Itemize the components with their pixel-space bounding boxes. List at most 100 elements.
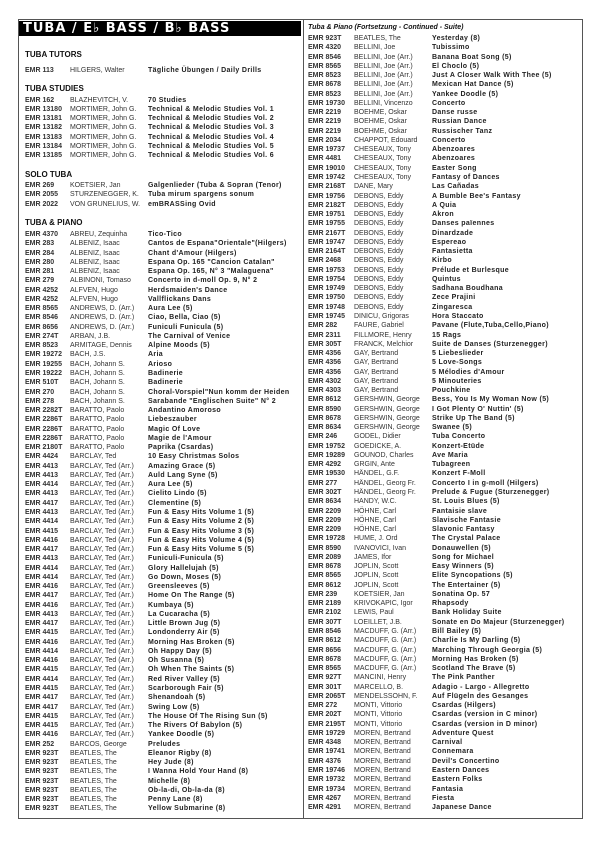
catalog-number: EMR 2286T bbox=[25, 416, 63, 424]
catalog-row: EMR 510T BACH, Johann S. Badinerie bbox=[19, 378, 303, 387]
work-title: Csardas (Hilgers) bbox=[432, 702, 496, 710]
composer: JOPLIN, Scott bbox=[354, 581, 399, 589]
catalog-row: EMR 19748 DEBONS, Eddy Zingaresca bbox=[304, 303, 582, 312]
catalog-row: EMR 19530 HÄNDEL, G.F. Konzert F-Moll bbox=[304, 469, 582, 478]
catalog-row: EMR 2164T DEBONS, Eddy Fantasietta bbox=[304, 247, 582, 256]
composer: BELLINI, Joe bbox=[354, 44, 396, 52]
catalog-row: EMR 19728 HUME, J. Ord The Crystal Palace bbox=[304, 534, 582, 543]
work-title: A Bumble Bee's Fantasy bbox=[432, 192, 521, 200]
work-title: Ob-la-di, Ob-la-da (8) bbox=[148, 786, 225, 794]
work-title: Concerto bbox=[432, 136, 466, 144]
catalog-number: EMR 280 bbox=[25, 258, 55, 266]
composer: DANE, Mary bbox=[354, 183, 393, 191]
composer: MOREN, Bertrand bbox=[354, 785, 411, 793]
catalog-row: EMR 272 MONTI, Vittorio Csardas (Hilgers) bbox=[304, 701, 582, 710]
work-title: I Wanna Hold Your Hand (8) bbox=[148, 768, 249, 776]
catalog-row: EMR 8546 MACDUFF, G. (Arr.) Bill Bailey (5… bbox=[304, 627, 582, 636]
composer: BARCLAY, Ted (Arr.) bbox=[70, 499, 134, 507]
catalog-number: EMR 8612 bbox=[308, 637, 342, 645]
work-title: El Choclo (5) bbox=[432, 62, 480, 70]
work-title: 5 Mélodies d'Amour bbox=[432, 368, 505, 376]
catalog-row: EMR 13183 MORTIMER, John G. Technical & Me… bbox=[19, 133, 303, 142]
work-title: Fiesta bbox=[432, 794, 455, 802]
catalog-number: EMR 269 bbox=[25, 182, 55, 189]
work-title: 5 Liebeslieder bbox=[432, 350, 484, 358]
composer: BELLINI, Joe (Arr.) bbox=[354, 81, 413, 89]
catalog-row: EMR 923T BEATLES, The I Wanna Hold Your Ha… bbox=[19, 767, 303, 776]
catalog-number: EMR 19747 bbox=[308, 238, 345, 246]
work-title: Rhapsody bbox=[432, 600, 469, 608]
catalog-number: EMR 4414 bbox=[25, 564, 59, 572]
work-title: Pouchkine bbox=[432, 387, 471, 395]
catalog-row: EMR 2209 HÖHNE, Carl Fantaisie slave bbox=[304, 507, 582, 516]
catalog-row: EMR 2180T BARATTO, Paolo Paprika (Csardas) bbox=[19, 443, 303, 452]
composer: HILGERS, Walter bbox=[70, 67, 125, 74]
catalog-row: EMR 4415 BARCLAY, Ted (Arr.) The House Of … bbox=[19, 712, 303, 721]
work-title: Prélude et Burlesque bbox=[432, 266, 510, 274]
composer: BARCLAY, Ted (Arr.) bbox=[70, 647, 134, 655]
composer: MOREN, Bertrand bbox=[354, 794, 411, 802]
catalog-number: EMR 19734 bbox=[308, 785, 345, 793]
section-heading: TUBA TUTORS bbox=[25, 50, 82, 59]
composer: BARCLAY, Ted (Arr.) bbox=[70, 675, 134, 683]
catalog-row: EMR 4252 ALFVEN, Hugo Herdsmaiden's Dance bbox=[19, 286, 303, 295]
composer: DEBONS, Eddy bbox=[354, 275, 404, 283]
catalog-row: EMR 13180 MORTIMER, John G. Technical & Me… bbox=[19, 105, 303, 114]
catalog-number: EMR 4415 bbox=[25, 666, 59, 674]
catalog-number: EMR 239 bbox=[308, 590, 338, 598]
composer: BARATTO, Paolo bbox=[70, 434, 125, 442]
catalog-row: EMR 19732 MOREN, Bertrand Eastern Folks bbox=[304, 775, 582, 784]
catalog-row: EMR 8565 JOPLIN, Scott Elite Syncopations … bbox=[304, 571, 582, 580]
catalog-row: EMR 2195T MONTI, Vittorio Csardas (version… bbox=[304, 720, 582, 729]
work-title: Dinardzade bbox=[432, 229, 474, 237]
catalog-number: EMR 2468 bbox=[308, 257, 342, 265]
composer: DEBONS, Eddy bbox=[354, 266, 404, 274]
composer: BARATTO, Paolo bbox=[70, 407, 125, 415]
catalog-number: EMR 305T bbox=[308, 340, 342, 348]
catalog-number: EMR 2022 bbox=[25, 200, 59, 208]
catalog-row: EMR 4356 GAY, Bertrand 5 Love-Songs bbox=[304, 358, 582, 367]
catalog-row: EMR 2219 BOEHME, Oskar Russian Dance bbox=[304, 117, 582, 126]
composer: GODEL, Didier bbox=[354, 433, 401, 441]
catalog-right-column: Tuba & Piano (Fortsetzung - Continued - … bbox=[303, 19, 583, 819]
work-title: Tubagreen bbox=[432, 461, 471, 469]
composer: GAY, Bertrand bbox=[354, 368, 399, 376]
work-title: Technical & Melodic Studies Vol. 4 bbox=[148, 133, 274, 141]
catalog-row: EMR 202T MONTI, Vittorio Csardas (version … bbox=[304, 710, 582, 719]
work-title: The Crystal Palace bbox=[432, 535, 501, 543]
composer: MORTIMER, John G. bbox=[70, 133, 137, 141]
catalog-row: EMR 8523 BELLINI, Joe (Arr.) Yankee Doodle… bbox=[304, 90, 582, 99]
catalog-number: EMR 2034 bbox=[308, 136, 342, 144]
composer: IVANOVICI, Ivan bbox=[354, 544, 406, 552]
work-title: The Pink Panther bbox=[432, 674, 495, 682]
composer: MACDUFF, G. (Arr.) bbox=[354, 655, 417, 663]
composer: GERSHWIN, George bbox=[354, 424, 420, 432]
catalog-row: EMR 282 FAURE, Gabriel Pavane (Flute,Tuba,… bbox=[304, 321, 582, 330]
catalog-row: EMR 923T BEATLES, The Yellow Submarine (8) bbox=[19, 804, 303, 813]
catalog-row: EMR 2219 BOEHME, Oskar Russischer Tanz bbox=[304, 127, 582, 136]
catalog-row: EMR 4417 BARCLAY, Ted (Arr.) Home On The R… bbox=[19, 591, 303, 600]
composer: CHESEAUX, Tony bbox=[354, 173, 412, 181]
work-title: Technical & Melodic Studies Vol. 6 bbox=[148, 152, 274, 160]
catalog-number: EMR 8678 bbox=[308, 81, 342, 89]
catalog-row: EMR 4376 MOREN, Bertrand Devil's Concertin… bbox=[304, 757, 582, 766]
catalog-row: EMR 19222 BACH, Johann S. Badinerie bbox=[19, 369, 303, 378]
catalog-row: EMR 239 KOETSIER, Jan Sonatina Op. 57 bbox=[304, 590, 582, 599]
composer: MOREN, Bertrand bbox=[354, 804, 411, 812]
catalog-number: EMR 277 bbox=[308, 479, 338, 487]
catalog-row: EMR 19010 CHESEAUX, Tony Easter Song bbox=[304, 164, 582, 173]
catalog-number: EMR 4415 bbox=[25, 527, 59, 535]
catalog-row: EMR 13184 MORTIMER, John G. Technical & Me… bbox=[19, 142, 303, 151]
catalog-row: EMR 277 HÄNDEL, Georg Fr. Concerto I in g-… bbox=[304, 479, 582, 488]
catalog-number: EMR 8546 bbox=[308, 628, 342, 635]
work-title: Fantaisie slave bbox=[432, 507, 488, 515]
work-title: Devil's Concertino bbox=[432, 757, 500, 765]
composer: GERSHWIN, George bbox=[354, 414, 420, 422]
work-title: Carnival bbox=[432, 739, 463, 747]
work-title: Technical & Melodic Studies Vol. 3 bbox=[148, 124, 274, 132]
catalog-number: EMR 13183 bbox=[25, 133, 62, 141]
catalog-row: EMR 4415 BARCLAY, Ted (Arr.) The Rivers Of… bbox=[19, 721, 303, 730]
catalog-row: EMR 19753 DEBONS, Eddy Prélude et Burlesqu… bbox=[304, 266, 582, 275]
catalog-number: EMR 13181 bbox=[25, 115, 62, 123]
catalog-number: EMR 4320 bbox=[308, 44, 342, 52]
